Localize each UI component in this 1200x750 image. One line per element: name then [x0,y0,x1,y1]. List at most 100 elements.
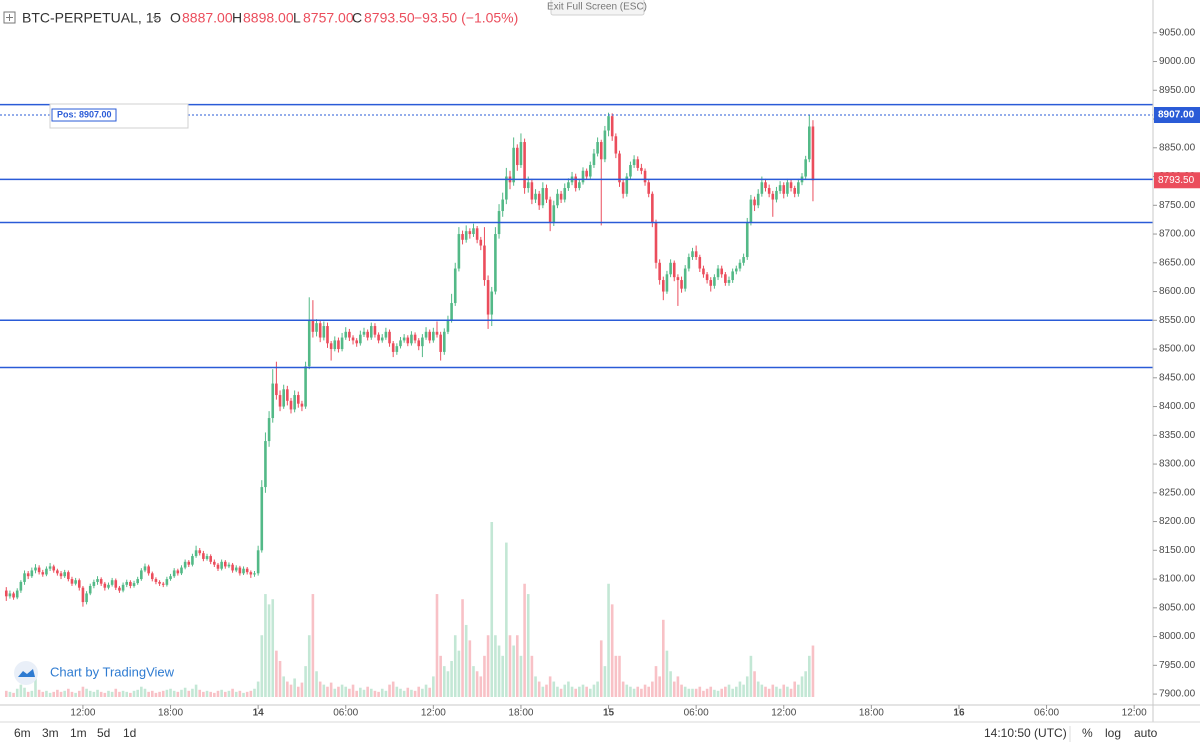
volume-bar [490,522,494,697]
scale-button[interactable]: auto [1134,726,1158,740]
exit-button[interactable] [550,0,645,16]
dropdown-arrow[interactable] [152,16,160,21]
menu-icon[interactable] [3,11,16,24]
volume-bar [654,666,658,697]
candle-body [147,566,150,574]
candle-body [216,564,220,569]
range-button[interactable]: 1m [70,726,87,740]
candle-body [610,116,614,137]
range-button[interactable]: 3m [42,726,59,740]
range-button[interactable]: 5d [97,726,110,740]
volume-bar [570,686,574,697]
candle-body [67,572,70,580]
high-label: H [232,10,242,26]
volume-bar [227,690,231,697]
y-tick-label: 7950.00 [1159,660,1196,671]
volume-bar [165,689,169,697]
candle-body [260,487,264,551]
candle-body [450,303,453,321]
candle-body [647,182,650,194]
candle-body [574,176,577,189]
volume-bar [209,691,212,697]
exit-button-text[interactable]: Exit Full Screen (ESC) [547,2,647,13]
candle-body [618,153,621,183]
open-value: 8887.00 [182,10,233,26]
volume-bar [402,690,406,697]
candle-body [640,167,643,171]
bottom-toolbar: 14:10:50 (UTC) 6m 3m 1m 5d 1d% log auto [14,726,1158,742]
volume-bar [614,655,618,697]
volume-bar [77,690,81,697]
candle-body [694,251,698,258]
volume-bar [563,684,567,697]
range-button[interactable]: 6m [14,726,31,740]
symbol[interactable]: BTC-PERPETUAL, 15 [22,10,161,26]
volume-bar [216,690,220,697]
y-tick-label: 7900.00 [1159,689,1196,700]
candle-body [275,383,278,396]
volume-bar [359,687,362,697]
candle-body [213,561,216,565]
volume-bar [311,594,315,697]
scale-button[interactable]: % [1082,726,1093,740]
candle-body [304,366,307,407]
volume-bar [275,650,278,697]
candle-body [588,165,592,177]
candle-body [52,566,56,571]
x-tick-label: 12:00 [70,708,95,719]
volume-bar [410,689,413,697]
volume-bar [121,690,125,697]
candle-body [359,334,362,344]
volume-bar [559,688,563,697]
volume-bar [526,594,530,697]
candle-body [698,257,702,269]
candle-body [519,142,523,166]
candle-body [337,340,340,350]
volume-bar [238,690,242,697]
volume-bar [348,688,351,697]
volume-bar [607,583,610,697]
range-button[interactable]: 1d [123,726,136,740]
volume-bar [8,691,12,697]
volume-bar [253,688,256,697]
candle-body [472,228,475,235]
plot-area [0,103,1153,697]
y-tick-label: 8150.00 [1159,545,1196,556]
y-tick-label: 8600.00 [1159,286,1196,297]
clock: 14:10:50 (UTC) [984,726,1067,740]
y-tick-label: 8100.00 [1159,574,1196,585]
candle-body [183,561,187,568]
candle-body [41,572,45,575]
volume-bar [661,619,665,697]
volume-bar [88,690,92,697]
candle-body [23,573,26,582]
volume-bar [154,692,158,697]
y-tick-label: 8050.00 [1159,602,1196,613]
volume-bar [110,691,114,697]
volume-bar [322,684,326,697]
candle-body [413,334,417,341]
candle-body [307,320,311,367]
candle-body [355,340,358,344]
candle-body [786,182,789,194]
exit-fullscreen[interactable]: Exit Full Screen (ESC) [547,0,647,16]
candle-body [220,561,223,569]
candle-body [256,550,260,574]
candle-body [85,593,88,603]
watermark-text[interactable]: Chart by TradingView [50,664,175,679]
scale-button[interactable]: log [1105,726,1121,740]
candle-body [4,590,8,597]
candle-body [548,199,552,223]
volume-bar [45,690,48,697]
candle-body [96,579,99,582]
volume-bar [15,688,19,697]
candle-body [753,199,756,206]
volume-bar [143,688,147,697]
volume-bar [161,690,165,697]
volume-bar [574,688,577,697]
volume-bar [395,686,399,697]
volume-bar [81,686,85,697]
y-tick-label: 8650.00 [1159,257,1196,268]
volume-bar [618,655,621,697]
volume-bar [808,655,811,697]
